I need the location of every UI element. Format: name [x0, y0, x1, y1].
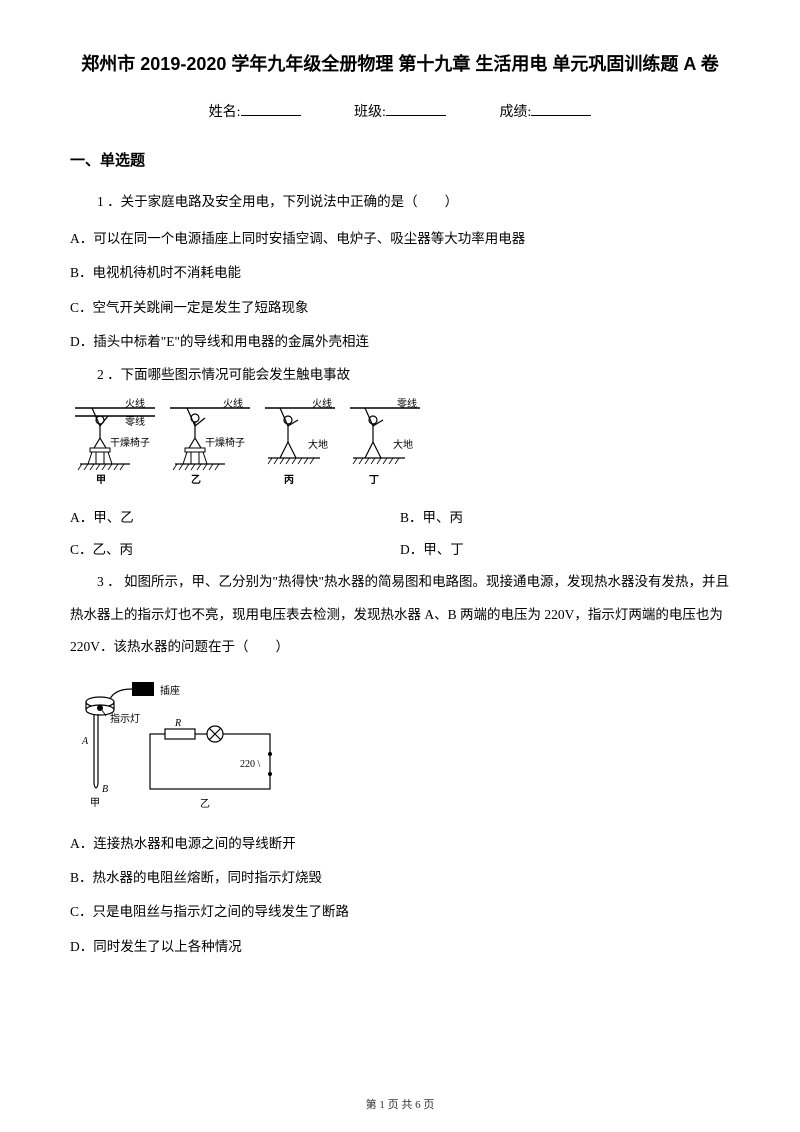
- q3-fig-220v: 220 \: [240, 759, 261, 770]
- q2-fig-bing: 丙: [284, 474, 294, 486]
- q2-fig-yi: 乙: [191, 474, 201, 486]
- q2-stem: 2 ．下面哪些图示情况可能会发生触电事故: [70, 361, 730, 388]
- q3-optC: C．只是电阻丝与指示灯之间的导线发生了断路: [70, 896, 730, 928]
- q2-optA: A．甲、乙: [70, 502, 400, 534]
- q2-fig-huoxian-3: 火线: [312, 398, 332, 410]
- q3-fig-A: A: [81, 736, 89, 747]
- class-blank: [386, 115, 446, 116]
- q2-fig-chair-2: 干燥椅子: [205, 436, 245, 449]
- q3-optD: D．同时发生了以上各种情况: [70, 931, 730, 963]
- q2-fig-dadi-2: 大地: [393, 438, 413, 451]
- q2-fig-lingxian-1: 零线: [125, 415, 145, 428]
- score-label: 成绩:: [499, 105, 531, 120]
- name-blank: [241, 115, 301, 116]
- q1-optD: D．插头中标着"E"的导线和用电器的金属外壳相连: [70, 326, 730, 358]
- class-label: 班级:: [354, 105, 386, 120]
- q2-fig-ding: 丁: [369, 474, 379, 486]
- q2-fig-huoxian-1: 火线: [125, 398, 145, 410]
- q1-optA: A．可以在同一个电源插座上同时安插空调、电炉子、吸尘器等大功率用电器: [70, 223, 730, 255]
- q3-fig-R: R: [174, 718, 181, 729]
- page-footer: 第 1 页 共 6 页: [0, 1096, 800, 1112]
- page-title: 郑州市 2019-2020 学年九年级全册物理 第十九章 生活用电 单元巩固训练…: [70, 50, 730, 76]
- q3-stem: 3 ． 如图所示，甲、乙分别为"热得快"热水器的简易图和电路图。现接通电源，发现…: [70, 566, 730, 663]
- q2-options-row2: C．乙、丙 D．甲、丁: [70, 534, 730, 566]
- info-row: 姓名: 班级: 成绩:: [70, 101, 730, 121]
- q1-optC: C．空气开关跳闸一定是发生了短路现象: [70, 292, 730, 324]
- q1-stem: 1 ．关于家庭电路及安全用电，下列说法中正确的是（ ）: [70, 188, 730, 215]
- q2-optB: B．甲、丙: [400, 502, 730, 534]
- q3-fig-B: B: [102, 784, 108, 795]
- q2-fig-jia: 甲: [96, 474, 106, 486]
- q2-fig-dadi-1: 大地: [308, 438, 328, 451]
- q2-optD: D．甲、丁: [400, 534, 730, 566]
- q2-fig-lingxian-4: 零线: [397, 398, 417, 410]
- q3-fig-zhishideng: 指示灯: [110, 712, 140, 725]
- section-title: 一、单选题: [70, 149, 730, 170]
- q3-fig-chazuo: 插座: [160, 684, 180, 697]
- score-blank: [531, 115, 591, 116]
- q3-fig-yi: 乙: [200, 798, 210, 810]
- q3-optB: B．热水器的电阻丝熔断，同时指示灯烧毁: [70, 862, 730, 894]
- q2-optC: C．乙、丙: [70, 534, 400, 566]
- q1-optB: B．电视机待机时不消耗电能: [70, 257, 730, 289]
- q2-options-row1: A．甲、乙 B．甲、丙: [70, 502, 730, 534]
- q2-figure: 火线 零线 干燥椅子: [70, 398, 730, 488]
- q2-fig-chair-1: 干燥椅子: [110, 436, 150, 449]
- q3-figure: 插座 指示灯 A B 甲: [70, 674, 730, 814]
- q2-fig-huoxian-2: 火线: [223, 398, 243, 410]
- q3-fig-jia: 甲: [90, 798, 100, 809]
- q3-optA: A．连接热水器和电源之间的导线断开: [70, 828, 730, 860]
- name-label: 姓名:: [209, 105, 241, 120]
